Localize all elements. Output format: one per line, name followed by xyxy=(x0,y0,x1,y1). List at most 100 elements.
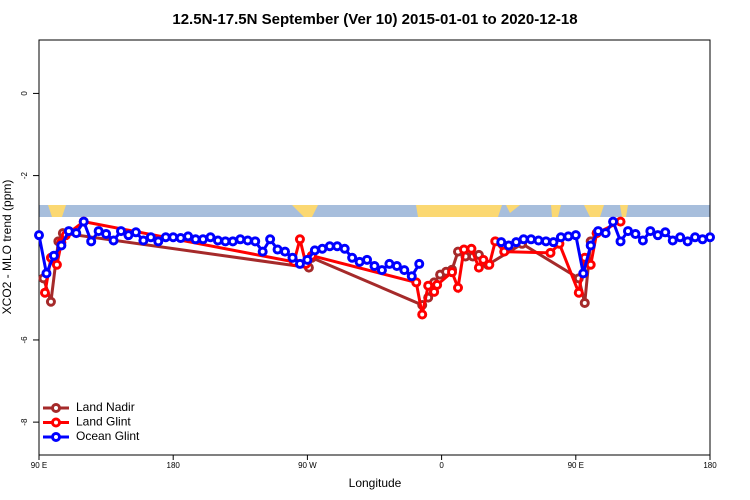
legend-label: Ocean Glint xyxy=(76,429,140,443)
data-point xyxy=(600,228,611,239)
data-point xyxy=(622,226,633,237)
data-point xyxy=(339,243,350,254)
y-tick-label: -6 xyxy=(20,336,29,344)
data-point xyxy=(309,245,320,256)
data-point xyxy=(406,271,417,282)
data-point xyxy=(484,259,495,270)
data-point xyxy=(317,243,328,254)
data-point xyxy=(205,232,216,243)
map-strip xyxy=(39,205,710,217)
data-point xyxy=(369,260,380,271)
legend-marker xyxy=(51,403,61,413)
data-point xyxy=(272,244,283,255)
data-point xyxy=(93,226,104,237)
data-point xyxy=(362,254,373,265)
legend-label: Land Nadir xyxy=(76,400,135,414)
data-point xyxy=(116,226,127,237)
data-point xyxy=(242,235,253,246)
data-point xyxy=(585,259,596,270)
data-point xyxy=(302,254,313,265)
plot-frame xyxy=(38,39,711,456)
data-point xyxy=(160,232,171,243)
data-point xyxy=(526,234,537,245)
data-point xyxy=(51,259,62,270)
x-tick-label: 90 W xyxy=(298,461,317,470)
data-point xyxy=(579,297,590,308)
data-point xyxy=(324,241,335,252)
x-tick-label: 90 E xyxy=(31,461,47,470)
data-point xyxy=(123,230,134,241)
data-point xyxy=(630,228,641,239)
data-point xyxy=(432,279,443,290)
data-point xyxy=(511,237,522,248)
data-point xyxy=(190,234,201,245)
data-point xyxy=(294,234,305,245)
data-point xyxy=(227,236,238,247)
data-point xyxy=(417,309,428,320)
data-point xyxy=(101,228,112,239)
y-tick-label: 0 xyxy=(20,91,29,96)
legend-label: Land Glint xyxy=(76,415,131,429)
data-point xyxy=(108,235,119,246)
data-point xyxy=(198,234,209,245)
data-point xyxy=(414,258,425,269)
data-point xyxy=(354,256,365,267)
data-point xyxy=(540,236,551,247)
data-point xyxy=(447,267,458,278)
data-point xyxy=(466,243,477,254)
data-point xyxy=(503,240,514,251)
x-axis-label: Longitude xyxy=(349,476,402,490)
x-tick-label: 90 E xyxy=(568,461,584,470)
data-point xyxy=(250,236,261,247)
data-point xyxy=(384,258,395,269)
data-point xyxy=(294,258,305,269)
data-point xyxy=(453,282,464,293)
data-point xyxy=(705,232,715,243)
data-point xyxy=(652,230,663,241)
data-point xyxy=(235,234,246,245)
data-point xyxy=(145,232,156,243)
data-point xyxy=(645,226,656,237)
data-point xyxy=(585,240,596,251)
data-point xyxy=(153,236,164,247)
data-point xyxy=(570,230,581,241)
data-point xyxy=(496,237,507,248)
data-point xyxy=(71,228,82,239)
chart-title: 12.5N-17.5N September (Ver 10) 2015-01-0… xyxy=(172,11,577,28)
data-point xyxy=(183,231,194,242)
data-point xyxy=(34,230,44,241)
data-point xyxy=(458,244,469,255)
data-point xyxy=(168,232,179,243)
x-tick-label: 0 xyxy=(439,461,444,470)
data-point xyxy=(220,236,231,247)
data-point xyxy=(682,236,693,247)
data-point xyxy=(41,268,52,279)
data-point xyxy=(78,216,89,227)
data-point xyxy=(130,227,141,238)
data-point xyxy=(697,234,708,245)
data-point xyxy=(608,216,619,227)
x-tick-label: 180 xyxy=(703,461,717,470)
data-point xyxy=(615,216,626,227)
data-point xyxy=(376,265,387,276)
legend-marker xyxy=(51,417,61,428)
data-point xyxy=(573,287,584,298)
data-point xyxy=(39,287,50,298)
data-point xyxy=(257,246,268,257)
data-point xyxy=(63,226,74,237)
data-point xyxy=(287,252,298,263)
data-point xyxy=(555,232,566,243)
data-point xyxy=(578,268,589,279)
data-point xyxy=(138,235,149,246)
data-point xyxy=(473,262,484,273)
data-point xyxy=(347,252,358,263)
y-axis-label: XCO2 - MLO trend (ppm) xyxy=(0,180,14,315)
data-point xyxy=(391,260,402,271)
data-point xyxy=(48,250,59,261)
data-point xyxy=(533,235,544,246)
data-point xyxy=(545,247,556,258)
data-point xyxy=(332,241,343,252)
data-point xyxy=(399,265,410,276)
data-point xyxy=(265,234,276,245)
